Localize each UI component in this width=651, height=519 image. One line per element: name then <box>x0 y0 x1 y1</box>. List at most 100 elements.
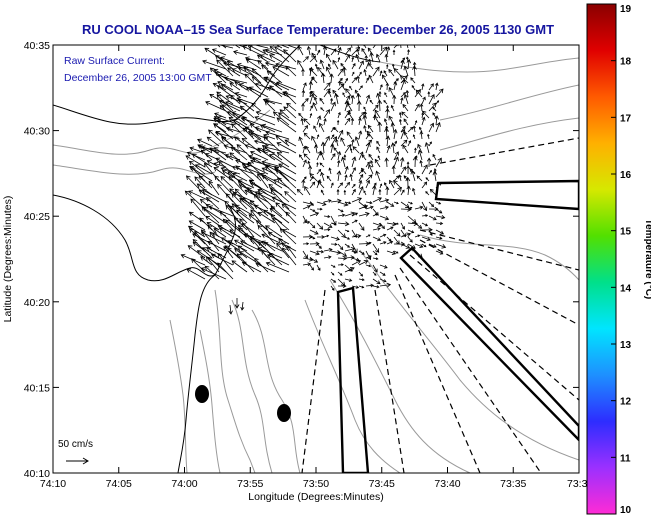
current-vector-head <box>325 53 330 58</box>
current-vector-head <box>244 73 250 79</box>
current-vector <box>368 164 374 175</box>
current-vector-head <box>229 205 235 211</box>
current-vector-head <box>316 162 319 165</box>
current-vector-head <box>437 157 442 163</box>
current-vector <box>251 103 262 112</box>
current-vector <box>389 180 395 189</box>
current-vector-head <box>303 159 307 164</box>
current-vector <box>421 222 428 227</box>
current-vector-head <box>265 225 270 230</box>
current-vector-head <box>233 119 238 124</box>
current-vector-head <box>229 152 235 157</box>
current-vector-head <box>421 110 427 116</box>
current-vector-head <box>385 82 390 86</box>
current-vector <box>384 118 388 126</box>
current-vector-head <box>311 267 314 271</box>
current-vector <box>272 66 290 77</box>
current-vector-head <box>253 204 259 210</box>
current-vector <box>372 257 378 260</box>
current-vector <box>227 111 248 126</box>
current-vector-head <box>368 174 373 179</box>
current-vector-head <box>296 188 301 193</box>
current-vector <box>316 250 324 253</box>
current-vector-head <box>234 91 240 97</box>
current-vector <box>313 125 318 133</box>
current-vector-head <box>368 164 373 169</box>
current-vector-head <box>238 251 244 256</box>
bathymetry-contours <box>53 57 579 473</box>
current-vector-head <box>378 90 382 94</box>
current-vector-head <box>375 53 380 58</box>
current-vector-head <box>347 245 351 248</box>
current-vector-head <box>257 192 263 197</box>
current-vector-head <box>274 46 279 51</box>
current-vector <box>358 180 362 189</box>
current-vector-head <box>363 190 366 193</box>
current-vector-head <box>260 240 266 245</box>
current-vector-head <box>386 282 392 288</box>
current-vector-head <box>346 181 351 186</box>
current-vector-head <box>344 165 349 170</box>
current-vector <box>254 140 276 147</box>
current-vector-head <box>424 142 430 147</box>
current-vector-head <box>269 54 274 59</box>
current-vector <box>379 100 381 112</box>
current-vector-head <box>406 185 411 190</box>
current-vector <box>266 70 283 84</box>
current-vector-head <box>390 240 394 244</box>
current-vector-head <box>257 224 263 230</box>
current-vector-head <box>257 173 262 178</box>
current-vector <box>351 184 356 189</box>
current-vector <box>376 141 381 147</box>
current-vector-head <box>220 166 226 172</box>
current-vector-head <box>319 59 324 65</box>
current-vector-head <box>361 154 365 158</box>
current-vector-head <box>343 154 347 158</box>
current-vector-head <box>331 101 336 107</box>
bathymetry-contour <box>53 109 271 155</box>
current-vector <box>243 127 255 140</box>
current-vector-head <box>231 203 237 208</box>
current-vector <box>234 136 248 147</box>
current-vector-head <box>307 160 311 164</box>
current-vector <box>337 214 345 217</box>
current-vector-head <box>206 160 212 165</box>
current-vector <box>335 93 339 105</box>
current-vector <box>351 229 357 238</box>
current-vector <box>386 145 390 154</box>
current-vector-head <box>303 132 308 137</box>
current-vector <box>420 104 423 112</box>
current-vector <box>316 169 321 175</box>
current-vector <box>414 234 420 238</box>
current-vector-head <box>356 100 362 105</box>
current-vector-head <box>196 250 202 255</box>
current-vector-head <box>430 94 435 99</box>
current-vector-head <box>383 233 387 237</box>
colorbar-tick-label: 10 <box>620 505 632 516</box>
current-vector-head <box>336 188 340 192</box>
current-vector-head <box>198 175 204 181</box>
current-vector-head <box>257 60 262 65</box>
current-vector <box>414 206 423 210</box>
current-vector <box>302 257 314 261</box>
current-vector-head <box>384 157 389 162</box>
current-vector-head <box>417 234 421 238</box>
current-vector <box>400 126 406 133</box>
current-vector-head <box>328 224 333 228</box>
current-vector <box>430 189 437 196</box>
coastline-staten-island <box>53 104 236 125</box>
current-vector <box>322 142 325 154</box>
current-vector <box>400 139 408 147</box>
current-vector <box>391 105 395 112</box>
current-vector <box>276 142 297 154</box>
current-vector <box>379 206 389 210</box>
current-vector <box>379 278 387 282</box>
current-vector <box>304 186 311 196</box>
current-vector-head <box>405 203 410 209</box>
bathymetry-contour <box>251 309 301 473</box>
current-vector-head <box>251 68 257 73</box>
current-vector <box>416 175 423 182</box>
current-vector <box>330 278 336 283</box>
current-vector <box>358 60 364 70</box>
current-vector <box>365 206 374 210</box>
